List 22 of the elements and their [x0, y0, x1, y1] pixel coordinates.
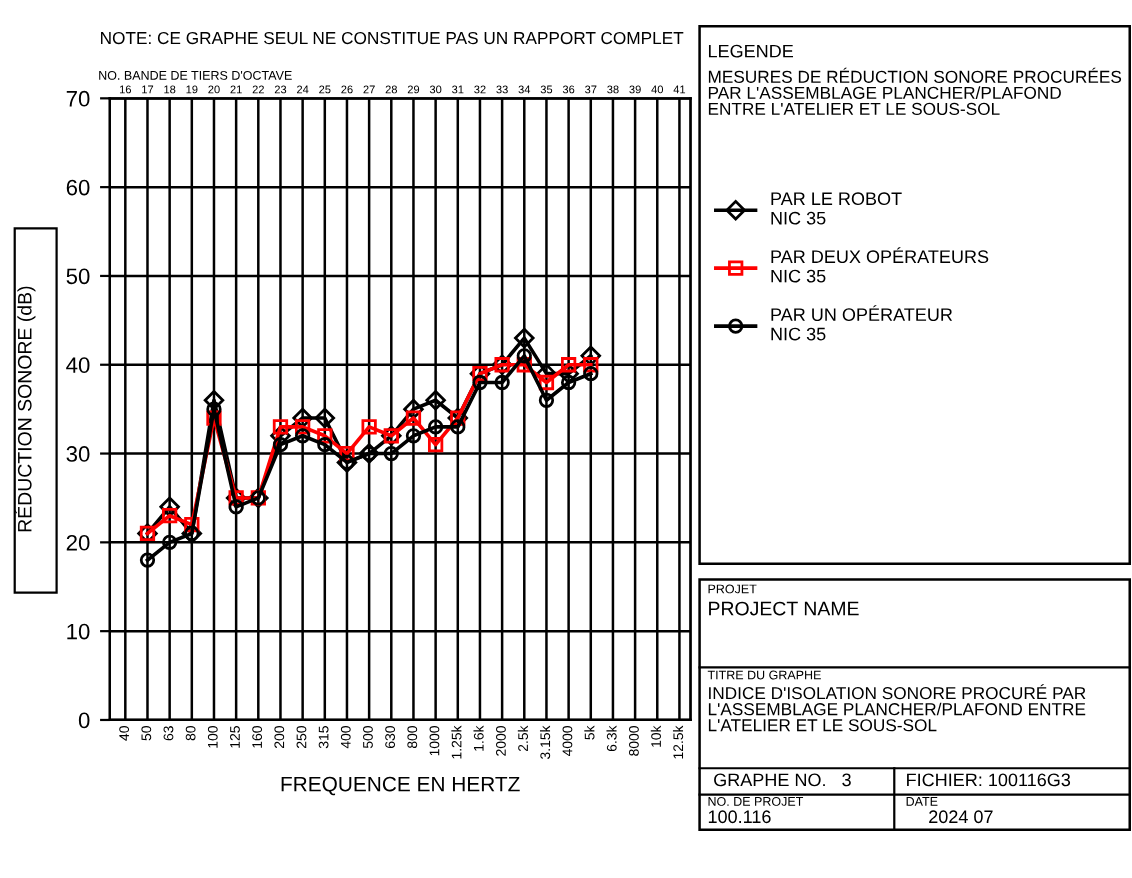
x-axis-title: FREQUENCE EN HERTZ — [281, 776, 520, 796]
legend-label: PAR UN OPÉRATEUR NIC 35 — [771, 305, 953, 341]
y-tick-label: 0 — [78, 712, 90, 729]
y-axis-title: RÉDUCTION SONORE (dB) — [14, 286, 36, 532]
text: FICHIER: 100116G3 — [907, 773, 1071, 787]
text: 2024 07 — [929, 810, 993, 824]
legend-label: PAR DEUX OPÉRATEURS NIC 35 — [771, 247, 989, 283]
text: MESURES DE RÉDUCTION SONORE PROCURÉES PAR L'ASSEMBLAGE PLANCHER/PLAFOND ENTRE L'ATELIER ET LE SOUS-SOL — [708, 67, 1122, 115]
legend-label: PAR LE ROBOT NIC 35 — [771, 192, 902, 225]
y-tick-label: 40 — [66, 357, 90, 374]
legend-title: LEGENDE — [708, 44, 794, 58]
text: PROJECT NAME — [709, 601, 859, 616]
text: 100.116 — [708, 810, 771, 824]
y-tick-label: 70 — [66, 90, 90, 107]
y-tick-label: 10 — [67, 623, 90, 640]
text: GRAPHE NO. 3 — [714, 773, 851, 787]
y-tick-label: 20 — [66, 534, 90, 551]
text: INDICE D'ISOLATION SONORE PROCURÉ PAR L'ASSEMBLAGE PLANCHER/PLAFOND ENTRE L'ATELIER ET LE SOUS-SOL — [708, 684, 1086, 732]
y-tick-label: 30 — [66, 446, 90, 462]
y-tick-label: 50 — [66, 268, 90, 285]
y-tick-label: 60 — [66, 179, 90, 196]
chart-title: NOTE: CE GRAPHE SEUL NE CONSTITUE PAS UN RAPPORT COMPLET — [101, 31, 684, 45]
